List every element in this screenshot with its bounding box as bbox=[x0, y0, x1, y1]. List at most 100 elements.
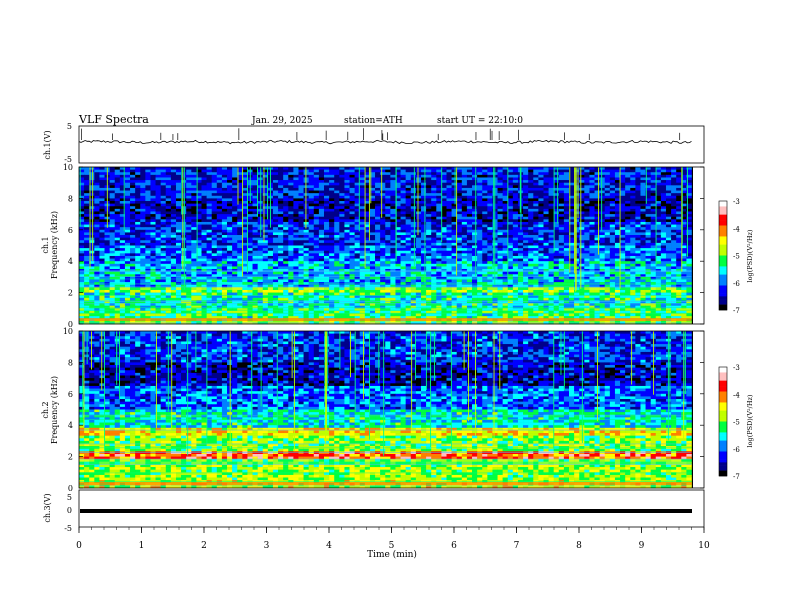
spectrogram-cell bbox=[635, 167, 640, 170]
spectrogram-cell bbox=[487, 240, 492, 243]
spectrogram-cell bbox=[186, 172, 191, 175]
spectrogram-cell bbox=[447, 175, 452, 178]
spectrogram-cell bbox=[472, 266, 477, 269]
spectrogram-cell bbox=[380, 259, 385, 262]
spectrogram-cell bbox=[671, 191, 676, 194]
spectrogram-cell bbox=[350, 266, 355, 269]
spectrogram-cell bbox=[671, 251, 676, 254]
spectrogram-cell bbox=[278, 261, 283, 264]
spectrogram-cell bbox=[130, 209, 135, 212]
spectrogram-cell bbox=[247, 206, 252, 209]
spectrogram-cell bbox=[166, 191, 171, 194]
spectrogram-cell bbox=[344, 230, 349, 233]
spectrogram-cell bbox=[370, 217, 375, 220]
spectrogram-cell bbox=[620, 272, 625, 275]
spectrogram-cell bbox=[390, 167, 395, 170]
spectrogram-cell bbox=[79, 248, 84, 251]
spectrogram-cell bbox=[217, 180, 222, 183]
spectrogram-cell bbox=[207, 243, 212, 246]
spectrogram-cell bbox=[115, 259, 120, 262]
spectrogram-cell bbox=[298, 225, 303, 228]
spectrogram-cell bbox=[503, 201, 508, 204]
spectrogram-cell bbox=[263, 272, 268, 275]
spectrogram-cell bbox=[467, 188, 472, 191]
spectrogram-cell bbox=[625, 253, 630, 256]
spectrogram-cell bbox=[549, 191, 554, 194]
spectrogram-cell bbox=[605, 191, 610, 194]
spectrogram-cell bbox=[441, 183, 446, 186]
spectrogram-cell bbox=[635, 198, 640, 201]
spectrogram-cell bbox=[605, 230, 610, 233]
spectrogram-cell bbox=[533, 222, 538, 225]
spectrogram-cell bbox=[334, 198, 339, 201]
spectrogram-cell bbox=[140, 274, 145, 277]
spectrogram-cell bbox=[110, 243, 115, 246]
spectrogram-cell bbox=[365, 259, 370, 262]
spectrogram-cell bbox=[314, 230, 319, 233]
spectrogram-cell bbox=[202, 201, 207, 204]
spectrogram-cell bbox=[676, 264, 681, 267]
spectrogram-cell bbox=[528, 238, 533, 241]
spectrogram-cell bbox=[595, 183, 600, 186]
spectrogram-cell bbox=[247, 230, 252, 233]
spectrogram-cell bbox=[329, 183, 334, 186]
spectrogram-cell bbox=[176, 243, 181, 246]
spectrogram-cell bbox=[411, 238, 416, 241]
spectrogram-cell bbox=[584, 251, 589, 254]
spectrogram-cell bbox=[656, 246, 661, 249]
spectrogram-cell bbox=[120, 232, 125, 235]
spectrogram-cell bbox=[640, 219, 645, 222]
spectrogram-cell bbox=[339, 172, 344, 175]
spectrogram-cell bbox=[380, 238, 385, 241]
spectrogram-cell bbox=[314, 272, 319, 275]
spectrogram-cell bbox=[487, 214, 492, 217]
spectrogram-cell bbox=[191, 261, 196, 264]
spectrogram-cell bbox=[135, 211, 140, 214]
spectrogram-cell bbox=[339, 167, 344, 170]
spectrogram-cell bbox=[120, 259, 125, 262]
spectrogram-cell bbox=[676, 219, 681, 222]
spectrogram-cell bbox=[161, 209, 166, 212]
spectrogram-cell bbox=[390, 217, 395, 220]
spectrogram-cell bbox=[625, 167, 630, 170]
spectrogram-cell bbox=[370, 272, 375, 275]
spectrogram-cell bbox=[334, 232, 339, 235]
spectrogram-cell bbox=[559, 198, 564, 201]
spectrogram-cell bbox=[462, 222, 467, 225]
spectrogram-cell bbox=[523, 193, 528, 196]
spectrogram-cell bbox=[212, 185, 217, 188]
spectrogram-cell bbox=[579, 217, 584, 220]
spectrogram-cell bbox=[130, 243, 135, 246]
spectrogram-cell bbox=[79, 256, 84, 259]
spectrogram-cell bbox=[268, 274, 273, 277]
spectrogram-cell bbox=[263, 243, 268, 246]
spectrogram-cell bbox=[467, 219, 472, 222]
spectrogram-cell bbox=[227, 222, 232, 225]
spectrogram-cell bbox=[441, 191, 446, 194]
spectrogram-cell bbox=[288, 206, 293, 209]
spectrogram-cell bbox=[477, 193, 482, 196]
spectrogram-cell bbox=[99, 266, 104, 269]
spectrogram-cell bbox=[666, 219, 671, 222]
spectrogram-cell bbox=[477, 261, 482, 264]
spectrogram-cell bbox=[416, 238, 421, 241]
spectrogram-cell bbox=[217, 253, 222, 256]
spectrogram-cell bbox=[207, 266, 212, 269]
spectrogram-cell bbox=[161, 238, 166, 241]
spectrogram-cell bbox=[293, 198, 298, 201]
spectrogram-cell bbox=[375, 248, 380, 251]
spectrogram-cell bbox=[600, 214, 605, 217]
spectrogram-cell bbox=[498, 248, 503, 251]
spectrogram-cell bbox=[584, 206, 589, 209]
spectrogram-cell bbox=[441, 243, 446, 246]
spectrogram-cell bbox=[421, 225, 426, 228]
spectrogram-cell bbox=[610, 167, 615, 170]
spectrogram-cell bbox=[518, 272, 523, 275]
spectrogram-cell bbox=[329, 243, 334, 246]
spectrogram-cell bbox=[533, 256, 538, 259]
spectrogram-cell bbox=[207, 204, 212, 207]
spectrogram-cell bbox=[232, 256, 237, 259]
spectrogram-cell bbox=[620, 206, 625, 209]
spectrogram-cell bbox=[125, 232, 130, 235]
spectrogram-cell bbox=[166, 230, 171, 233]
